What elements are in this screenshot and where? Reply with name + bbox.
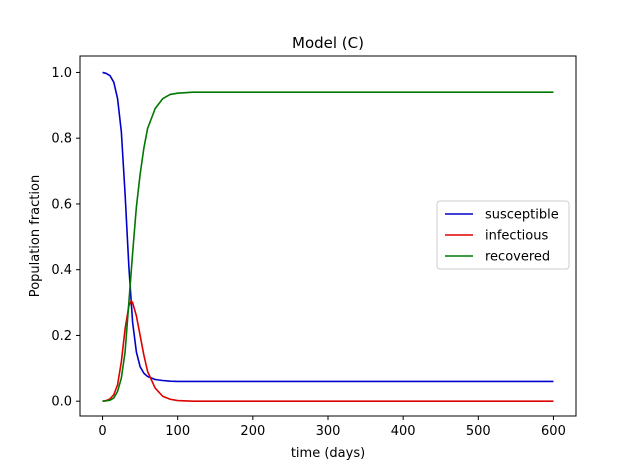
x-tick-label: 600: [541, 424, 566, 439]
series-line-infectious: [102, 300, 554, 403]
legend-box: [436, 200, 570, 270]
x-tick-label: 100: [165, 424, 190, 439]
y-axis-label: Population fraction: [28, 175, 43, 297]
legend-label-susceptible: susceptible: [485, 208, 559, 223]
series-line-recovered: [102, 91, 554, 403]
y-tick-label: 0.8: [51, 132, 72, 147]
y-tick-label: 0.6: [51, 197, 72, 212]
series-line-susceptible: [102, 71, 554, 383]
y-tick-label: 1.0: [51, 66, 72, 81]
y-tick-label: 0.2: [51, 329, 72, 344]
axes-frame: [79, 55, 577, 417]
x-tick-label: 500: [466, 424, 491, 439]
x-axis-label: time (days): [291, 446, 365, 461]
legend-label-infectious: infectious: [485, 229, 548, 244]
x-tick-label: 0: [98, 424, 106, 439]
legend: susceptible infectious recovered: [436, 200, 570, 270]
x-tick-label: 200: [240, 424, 265, 439]
y-axis-ticks: 0.0 0.2 0.4 0.6 0.8 1.0: [51, 66, 80, 410]
x-tick-label: 400: [391, 424, 416, 439]
y-tick-label: 0.0: [51, 395, 72, 410]
x-axis-ticks: 0 100 200 300 400 500 600: [98, 416, 566, 439]
plot-lines: [102, 71, 554, 403]
y-tick-label: 0.4: [51, 263, 72, 278]
chart-title: Model (C): [292, 34, 364, 52]
x-tick-label: 300: [316, 424, 341, 439]
legend-label-recovered: recovered: [485, 250, 550, 265]
